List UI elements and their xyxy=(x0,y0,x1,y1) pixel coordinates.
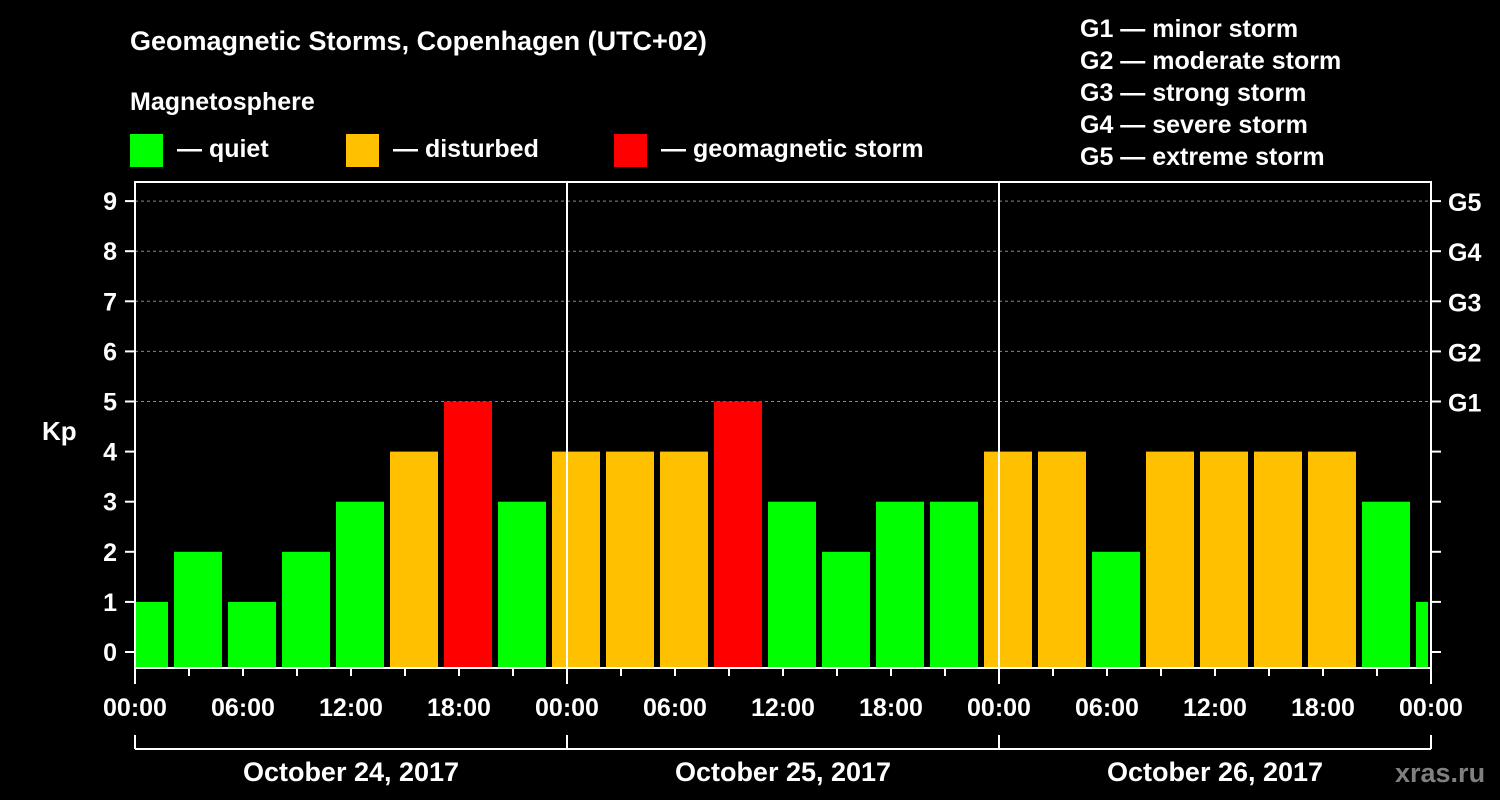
y-axis-label: Kp xyxy=(42,416,77,446)
kp-bar xyxy=(1362,501,1410,668)
kp-bar xyxy=(282,551,330,668)
day-label: October 24, 2017 xyxy=(243,757,459,787)
kp-bar xyxy=(336,501,384,668)
kp-bar xyxy=(1416,601,1428,668)
g-level-label: G1 xyxy=(1448,390,1481,418)
kp-bar xyxy=(1200,451,1248,668)
y-tick-label: 5 xyxy=(103,389,117,417)
kp-bar xyxy=(552,451,600,668)
storm-scale-item: G5 — extreme storm xyxy=(1080,143,1325,171)
plot-area: 0 1 2 3 4 5 6 7 8 9 G1 G2 G3 G4 G5 00:00 06:00 12:00 18:00… xyxy=(103,181,1481,787)
x-tick-label: 18:00 xyxy=(427,694,491,722)
x-tick-label: 00:00 xyxy=(535,694,599,722)
y-tick-label: 3 xyxy=(103,489,117,517)
kp-bar xyxy=(1038,451,1086,668)
x-tick-label: 00:00 xyxy=(967,694,1031,722)
x-tick-label: 00:00 xyxy=(103,694,167,722)
g-level-label: G3 xyxy=(1448,289,1481,317)
g-level-label: G4 xyxy=(1448,239,1481,267)
kp-bar xyxy=(390,451,438,668)
chart-title: Geomagnetic Storms, Copenhagen (UTC+02) xyxy=(130,26,707,56)
y-tick-label: 8 xyxy=(103,238,117,266)
kp-bar xyxy=(768,501,816,668)
kp-bar xyxy=(1254,451,1302,668)
x-tick-label: 00:00 xyxy=(1399,694,1463,722)
storm-scale-item: G4 — severe storm xyxy=(1080,111,1308,139)
kp-bar xyxy=(1092,551,1140,668)
y-tick-label: 1 xyxy=(103,589,117,617)
kp-bar xyxy=(228,601,276,668)
watermark: xras.ru xyxy=(1395,758,1485,788)
legend-label: — geomagnetic storm xyxy=(661,135,924,163)
kp-bar xyxy=(498,501,546,668)
g-level-label: G2 xyxy=(1448,339,1481,367)
legend-swatch xyxy=(614,134,647,167)
kp-bar xyxy=(984,451,1032,668)
x-tick-label: 06:00 xyxy=(211,694,275,722)
storm-scale-item: G1 — minor storm xyxy=(1080,15,1298,43)
kp-bar xyxy=(660,451,708,668)
storm-scale-item: G3 — strong storm xyxy=(1080,79,1306,107)
kp-bar xyxy=(714,401,762,668)
x-tick-label: 18:00 xyxy=(859,694,923,722)
kp-bar xyxy=(444,401,492,668)
x-tick-label: 18:00 xyxy=(1291,694,1355,722)
x-tick-label: 12:00 xyxy=(319,694,383,722)
legend-title: Magnetosphere xyxy=(130,88,315,116)
x-tick-label: 12:00 xyxy=(1183,694,1247,722)
legend: — quiet — disturbed — geomagnetic storm xyxy=(130,134,924,167)
kp-bar xyxy=(930,501,978,668)
x-tick-label: 06:00 xyxy=(643,694,707,722)
storm-scale-legend: G1 — minor storm G2 — moderate storm G3 — … xyxy=(1080,15,1341,171)
kp-bar xyxy=(174,551,222,668)
day-label: October 25, 2017 xyxy=(675,757,891,787)
x-tick-label: 06:00 xyxy=(1075,694,1139,722)
g-level-label: G5 xyxy=(1448,189,1481,217)
y-tick-label: 4 xyxy=(103,439,117,467)
legend-swatch xyxy=(346,134,379,167)
day-label: October 26, 2017 xyxy=(1107,757,1323,787)
kp-bar xyxy=(136,601,168,668)
kp-bar xyxy=(1146,451,1194,668)
y-tick-label: 6 xyxy=(103,338,117,366)
legend-label: — disturbed xyxy=(393,135,539,163)
kp-bar xyxy=(606,451,654,668)
legend-swatch xyxy=(130,134,163,167)
y-tick-label: 7 xyxy=(103,288,117,316)
y-tick-label: 9 xyxy=(103,188,117,216)
legend-label: — quiet xyxy=(177,135,269,163)
storm-scale-item: G2 — moderate storm xyxy=(1080,47,1341,75)
y-tick-label: 2 xyxy=(103,539,117,567)
kp-bar xyxy=(876,501,924,668)
y-tick-label: 0 xyxy=(103,639,117,667)
kp-bar xyxy=(1308,451,1356,668)
x-tick-label: 12:00 xyxy=(751,694,815,722)
kp-bar xyxy=(822,551,870,668)
